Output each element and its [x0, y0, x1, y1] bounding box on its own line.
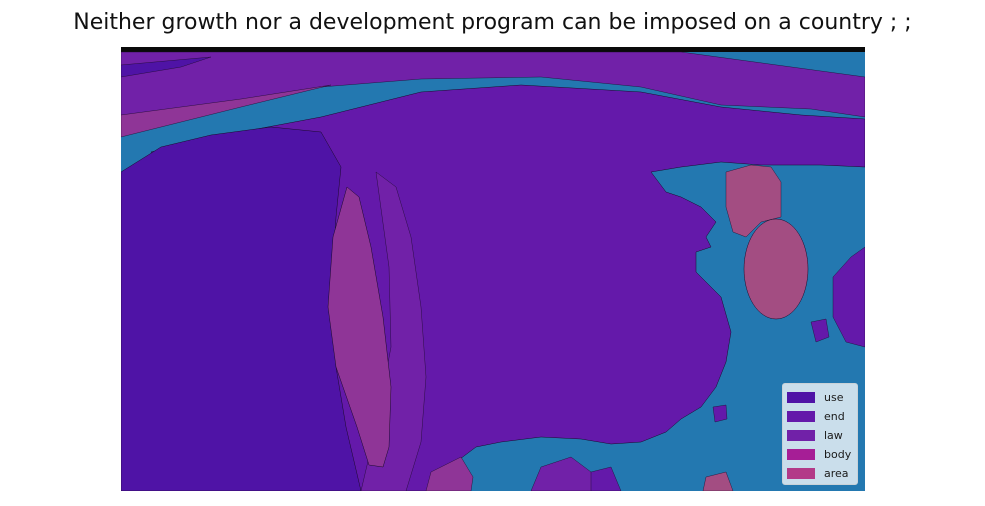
legend-label-body: body [824, 448, 852, 461]
legend-swatch-end [787, 411, 815, 422]
region-small-island-1 [810, 318, 830, 343]
legend-swatch-use [787, 392, 815, 403]
region-streak-1 [121, 84, 332, 138]
legend-label-area: area [824, 467, 849, 480]
region-south-fragment-3 [590, 466, 622, 491]
region-streak-2 [121, 56, 212, 78]
legend-label-law: law [824, 429, 843, 442]
region-island-large [743, 218, 809, 320]
map-canvas[interactable] [121, 47, 865, 491]
legend-label-end: end [824, 410, 845, 423]
map-legend: use end law body area [782, 383, 858, 485]
map-top-border [121, 47, 865, 52]
legend-label-use: use [824, 391, 844, 404]
legend-swatch-body [787, 449, 815, 460]
region-south-fragment-1 [425, 456, 474, 491]
legend-swatch-law [787, 430, 815, 441]
region-east-strip [360, 171, 427, 491]
legend-swatch-area [787, 468, 815, 479]
region-south-fragment-4 [702, 471, 734, 491]
legend-item-law: law [787, 426, 857, 445]
legend-item-use: use [787, 388, 857, 407]
map-svg [121, 47, 865, 491]
map-title: Neither growth nor a development program… [73, 10, 912, 35]
legend-item-area: area [787, 464, 857, 483]
region-east-island [832, 246, 865, 348]
legend-item-body: body [787, 445, 857, 464]
region-small-island-2 [712, 404, 728, 423]
region-elongated [327, 186, 392, 468]
legend-item-end: end [787, 407, 857, 426]
region-west-landmass [121, 126, 362, 491]
